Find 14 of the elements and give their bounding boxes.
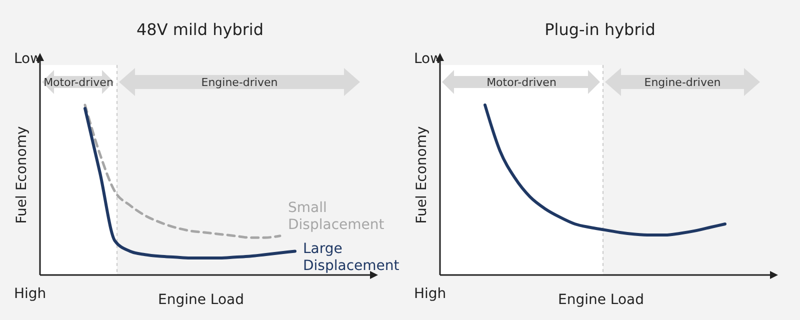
x-axis-title: Engine Load xyxy=(158,292,244,308)
series-label: Large Displacement xyxy=(303,241,400,274)
y-axis-title: Fuel Economy xyxy=(414,126,430,224)
chart-title: Plug-in hybrid xyxy=(544,20,656,39)
text: High xyxy=(14,286,46,302)
text: Motor-driven xyxy=(44,76,114,89)
chart-title: 48V mild hybrid xyxy=(136,20,264,39)
text: Engine-driven xyxy=(644,76,721,89)
text: Engine-driven xyxy=(201,76,278,89)
x-axis-title: Engine Load xyxy=(558,292,644,308)
text: Motor-driven xyxy=(486,76,556,89)
text: High xyxy=(414,286,446,302)
y-axis-title: Fuel Economy xyxy=(14,126,30,224)
series-label: Small Displacement xyxy=(288,200,385,233)
